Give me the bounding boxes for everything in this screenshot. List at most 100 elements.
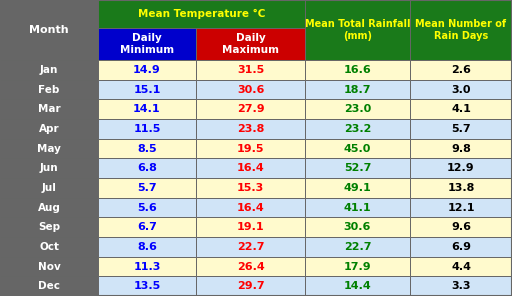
Text: Apr: Apr [39,124,59,134]
Text: Mean Number of
Rain Days: Mean Number of Rain Days [415,19,506,41]
Text: 13.8: 13.8 [447,183,475,193]
Bar [98,99,196,119]
Bar [305,119,410,139]
Bar [98,257,196,276]
Text: 6.9: 6.9 [451,242,471,252]
Text: 23.8: 23.8 [237,124,264,134]
Text: 5.7: 5.7 [451,124,471,134]
Text: 19.5: 19.5 [237,144,264,154]
Bar [410,60,512,80]
Text: 2.6: 2.6 [451,65,471,75]
Bar [305,217,410,237]
Bar [0,217,98,237]
Text: 45.0: 45.0 [344,144,371,154]
Text: 3.3: 3.3 [451,281,471,291]
Bar [305,237,410,257]
Text: 4.4: 4.4 [451,262,471,271]
Bar [196,28,305,60]
Text: 3.0: 3.0 [451,84,471,94]
Bar [98,198,196,217]
Text: 14.1: 14.1 [133,104,161,114]
Text: 29.7: 29.7 [237,281,264,291]
Bar [305,0,410,60]
Bar [410,237,512,257]
Text: 23.0: 23.0 [344,104,371,114]
Bar [410,178,512,198]
Text: Mean Temperature °C: Mean Temperature °C [138,9,265,19]
Bar [0,237,98,257]
Bar [196,257,305,276]
Text: May: May [37,144,61,154]
Text: 16.6: 16.6 [344,65,371,75]
Text: 22.7: 22.7 [237,242,264,252]
Text: Daily
Maximum: Daily Maximum [222,33,279,55]
Bar [98,276,196,296]
Bar [410,99,512,119]
Bar [196,276,305,296]
Bar [0,198,98,217]
Bar [196,158,305,178]
Bar [98,139,196,158]
Bar [0,139,98,158]
Text: 5.6: 5.6 [137,202,157,213]
Text: Jan: Jan [40,65,58,75]
Text: Month: Month [29,25,69,35]
Text: 22.7: 22.7 [344,242,371,252]
Bar [0,80,98,99]
Bar [410,198,512,217]
Text: 30.6: 30.6 [344,222,371,232]
Text: 8.6: 8.6 [137,242,157,252]
Bar [305,60,410,80]
Text: 15.3: 15.3 [237,183,264,193]
Bar [196,99,305,119]
Bar [410,139,512,158]
Bar [0,158,98,178]
Text: Oct: Oct [39,242,59,252]
Text: 14.4: 14.4 [344,281,371,291]
Bar [410,80,512,99]
Bar [305,198,410,217]
Text: 31.5: 31.5 [237,65,264,75]
Text: Sep: Sep [38,222,60,232]
Text: 6.8: 6.8 [137,163,157,173]
Text: 6.7: 6.7 [137,222,157,232]
Bar [410,158,512,178]
Text: 16.4: 16.4 [237,202,264,213]
Text: 11.5: 11.5 [133,124,161,134]
Text: 15.1: 15.1 [133,84,161,94]
Bar [0,99,98,119]
Text: 17.9: 17.9 [344,262,371,271]
Bar [196,139,305,158]
Bar [0,276,98,296]
Bar [410,217,512,237]
Text: Daily
Minimum: Daily Minimum [120,33,174,55]
Bar [0,119,98,139]
Text: 16.4: 16.4 [237,163,264,173]
Text: 13.5: 13.5 [133,281,161,291]
Text: 27.9: 27.9 [237,104,264,114]
Bar [98,60,196,80]
Bar [196,119,305,139]
Bar [0,60,98,80]
Bar [305,276,410,296]
Bar [196,80,305,99]
Bar [98,178,196,198]
Bar [305,139,410,158]
Bar [196,178,305,198]
Bar [98,28,196,60]
Bar [196,237,305,257]
Bar [410,257,512,276]
Bar [0,178,98,198]
Text: Aug: Aug [37,202,60,213]
Bar [98,158,196,178]
Bar [305,158,410,178]
Text: 4.1: 4.1 [451,104,471,114]
Text: 18.7: 18.7 [344,84,371,94]
Bar [305,178,410,198]
Text: 52.7: 52.7 [344,163,371,173]
Text: 9.8: 9.8 [451,144,471,154]
Bar [305,99,410,119]
Text: Jun: Jun [40,163,58,173]
Text: 30.6: 30.6 [237,84,264,94]
Text: 12.9: 12.9 [447,163,475,173]
